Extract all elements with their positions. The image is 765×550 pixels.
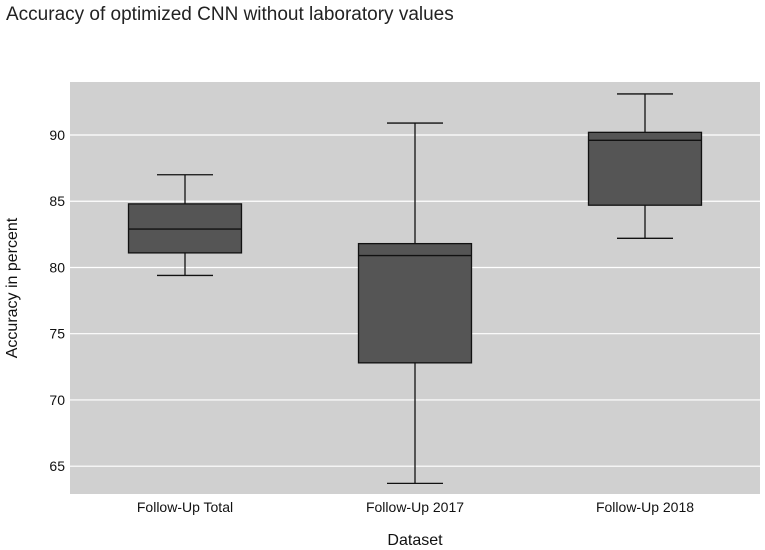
- box-iqr: [127, 203, 243, 254]
- x-tick-labels: Follow-Up Total Follow-Up 2017 Follow-Up 2…: [137, 499, 694, 515]
- y-tick-label: 65: [49, 458, 65, 474]
- x-tick-label: Follow-Up 2017: [366, 499, 464, 515]
- y-tick-label: 85: [49, 193, 65, 209]
- box-iqr: [357, 242, 473, 364]
- box-plot: [357, 122, 473, 485]
- chart-title: Accuracy of optimized CNN without labora…: [6, 4, 454, 25]
- y-tick-labels: 65 70 75 80 85 90: [49, 127, 65, 474]
- box-iqr: [587, 131, 703, 206]
- box-plot: [587, 93, 703, 239]
- x-tick-label: Follow-Up Total: [137, 499, 233, 515]
- y-tick-label: 90: [49, 127, 65, 143]
- y-axis-label: Accuracy in percent: [4, 217, 21, 358]
- box-plots: [127, 93, 703, 485]
- y-tick-label: 75: [49, 326, 65, 342]
- x-axis-label: Dataset: [387, 532, 443, 549]
- y-tick-label: 70: [49, 392, 65, 408]
- y-tick-label: 80: [49, 259, 65, 275]
- box-plot: [127, 174, 243, 277]
- x-tick-label: Follow-Up 2018: [596, 499, 694, 515]
